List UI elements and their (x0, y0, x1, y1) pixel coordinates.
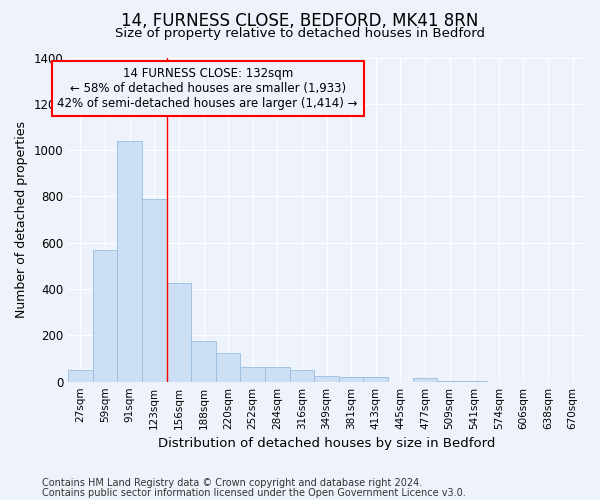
Bar (241, 366, 265, 382)
Bar (265, 366, 290, 382)
Bar (364, 377, 388, 382)
Text: Contains HM Land Registry data © Crown copyright and database right 2024.: Contains HM Land Registry data © Crown c… (42, 478, 422, 488)
Bar (167, 284, 191, 382)
Text: Contains public sector information licensed under the Open Government Licence v3: Contains public sector information licen… (42, 488, 466, 498)
Bar (142, 199, 167, 382)
X-axis label: Distribution of detached houses by size in Bedford: Distribution of detached houses by size … (158, 437, 495, 450)
Bar (216, 352, 241, 382)
Bar (437, 380, 462, 382)
Bar (93, 250, 118, 382)
Text: 14 FURNESS CLOSE: 132sqm
← 58% of detached houses are smaller (1,933)
42% of sem: 14 FURNESS CLOSE: 132sqm ← 58% of detach… (58, 67, 358, 110)
Bar (118, 141, 142, 382)
Bar (339, 377, 364, 382)
Bar (191, 341, 216, 382)
Bar (413, 378, 437, 382)
Bar (462, 380, 487, 382)
Bar (68, 370, 93, 382)
Bar (314, 376, 339, 382)
Text: 14, FURNESS CLOSE, BEDFORD, MK41 8RN: 14, FURNESS CLOSE, BEDFORD, MK41 8RN (121, 12, 479, 30)
Bar (290, 370, 314, 382)
Text: Size of property relative to detached houses in Bedford: Size of property relative to detached ho… (115, 28, 485, 40)
Y-axis label: Number of detached properties: Number of detached properties (15, 121, 28, 318)
